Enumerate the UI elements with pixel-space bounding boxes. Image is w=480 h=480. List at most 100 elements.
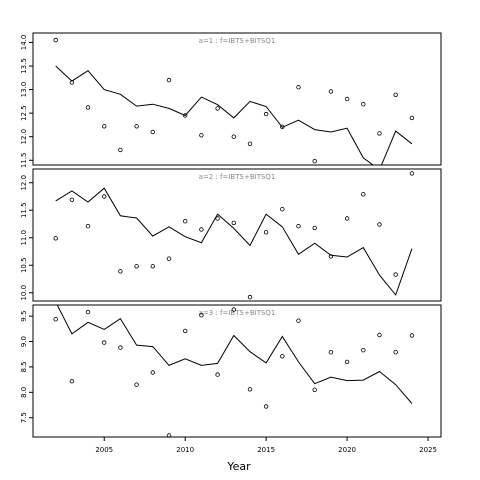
x-axis-label: Year xyxy=(226,460,251,473)
observed-point xyxy=(409,115,415,121)
observed-point xyxy=(393,350,398,355)
observed-point xyxy=(263,111,269,117)
observed-point xyxy=(150,370,155,375)
observed-point xyxy=(69,80,75,85)
panel-frame xyxy=(32,304,442,438)
observed-point xyxy=(231,307,236,312)
observed-point xyxy=(118,269,123,274)
observed-point xyxy=(296,223,301,229)
observed-point xyxy=(53,236,58,241)
observed-point xyxy=(118,147,123,153)
observed-point xyxy=(215,372,220,377)
y-tick-label: 12.0 xyxy=(20,129,28,145)
observed-point xyxy=(85,309,91,315)
x-tick-label: 2025 xyxy=(419,446,437,454)
y-tick-label: 7.5 xyxy=(20,412,28,423)
fitted-line xyxy=(55,65,413,165)
observed-point xyxy=(85,223,91,229)
x-axis: 2005 2010 2015 2020 2025 xyxy=(95,437,437,454)
observed-point xyxy=(263,404,269,409)
observed-point xyxy=(393,272,398,277)
y-tick-label: 9.5 xyxy=(20,311,28,322)
y-tick-label: 9.0 xyxy=(20,336,28,347)
observed-point xyxy=(166,256,172,261)
observed-point xyxy=(69,197,75,202)
panel-label: a=2 : f=IBTS+BITSQ1 xyxy=(199,173,276,181)
y-tick-label: 10.5 xyxy=(20,257,28,273)
x-tick-label: 2020 xyxy=(338,446,356,454)
x-tick-label: 2005 xyxy=(95,446,113,454)
fitted-line xyxy=(55,187,413,296)
observed-point xyxy=(377,222,382,227)
y-tick-label: 12.5 xyxy=(20,105,28,121)
y-tick-label: 13.0 xyxy=(20,82,28,98)
observed-point xyxy=(280,206,285,212)
observed-point xyxy=(134,124,139,129)
observed-point xyxy=(328,350,334,355)
observed-point xyxy=(53,317,58,322)
observed-point xyxy=(328,89,334,94)
observed-point xyxy=(166,433,172,438)
observed-point xyxy=(247,294,253,300)
observed-point xyxy=(247,387,253,392)
observed-point xyxy=(377,332,382,338)
observed-point xyxy=(312,387,317,392)
y-tick-label: 11.0 xyxy=(20,230,28,246)
observed-point xyxy=(150,129,155,135)
observed-point xyxy=(361,192,366,197)
y-tick-label: 10.0 xyxy=(20,285,28,301)
observed-point xyxy=(231,134,236,139)
observed-point xyxy=(134,382,139,387)
panel-frame xyxy=(32,168,442,302)
fitted-line xyxy=(56,305,413,404)
panel-2: 10.0 10.5 11.0 11.5 12.0 a=2 : f=IBTS+BITSQ1 xyxy=(20,168,442,302)
observed-point xyxy=(328,254,334,259)
observed-point xyxy=(118,345,123,350)
observed-point xyxy=(101,124,107,129)
observed-point xyxy=(247,141,253,146)
panel-frame xyxy=(32,32,442,166)
observed-point xyxy=(344,216,350,221)
panel-label: a=3 : f=IBTS+BITSQ1 xyxy=(199,309,276,317)
panel-1: 11.5 12.0 12.5 13.0 13.5 14.0 a=1 : f=IBTS+BIT… xyxy=(20,32,442,168)
observed-point xyxy=(296,84,301,90)
observed-point xyxy=(361,348,366,353)
observed-point xyxy=(53,37,58,43)
observed-point xyxy=(393,92,398,97)
y-tick-label: 8.0 xyxy=(20,387,28,398)
observed-point xyxy=(409,171,415,176)
observed-point xyxy=(215,106,220,111)
observed-point xyxy=(280,124,285,129)
observed-point xyxy=(182,218,188,224)
observed-point xyxy=(101,194,107,199)
observed-point xyxy=(182,328,188,334)
observed-point xyxy=(361,101,366,107)
y-tick-label: 14.0 xyxy=(20,35,28,51)
observed-point xyxy=(344,359,350,365)
observed-point xyxy=(199,133,204,138)
observed-point xyxy=(199,227,204,232)
observed-point xyxy=(296,318,301,323)
observed-point xyxy=(166,77,172,83)
observed-point xyxy=(150,264,155,269)
observed-point xyxy=(101,340,107,345)
observed-point xyxy=(377,131,382,136)
observed-point xyxy=(409,333,415,338)
observed-point xyxy=(280,354,285,359)
panels: 11.5 12.0 12.5 13.0 13.5 14.0 a=1 : f=IBTS+BIT… xyxy=(20,32,442,438)
observed-point xyxy=(312,225,317,231)
y-tick-label: 12.0 xyxy=(20,175,28,191)
observed-point xyxy=(344,96,350,102)
x-tick-label: 2015 xyxy=(257,446,275,454)
observed-point xyxy=(215,216,220,221)
observed-point xyxy=(182,113,188,118)
y-tick-label: 11.5 xyxy=(20,202,28,218)
panel-3: 7.5 8.0 8.5 9.0 9.5 a=3 : f=IBTS+BITSQ1 xyxy=(20,304,442,438)
observed-point xyxy=(69,379,75,384)
observed-point xyxy=(85,105,91,110)
y-tick-label: 8.5 xyxy=(20,361,28,372)
observed-point xyxy=(312,158,317,164)
observed-point xyxy=(134,264,139,269)
